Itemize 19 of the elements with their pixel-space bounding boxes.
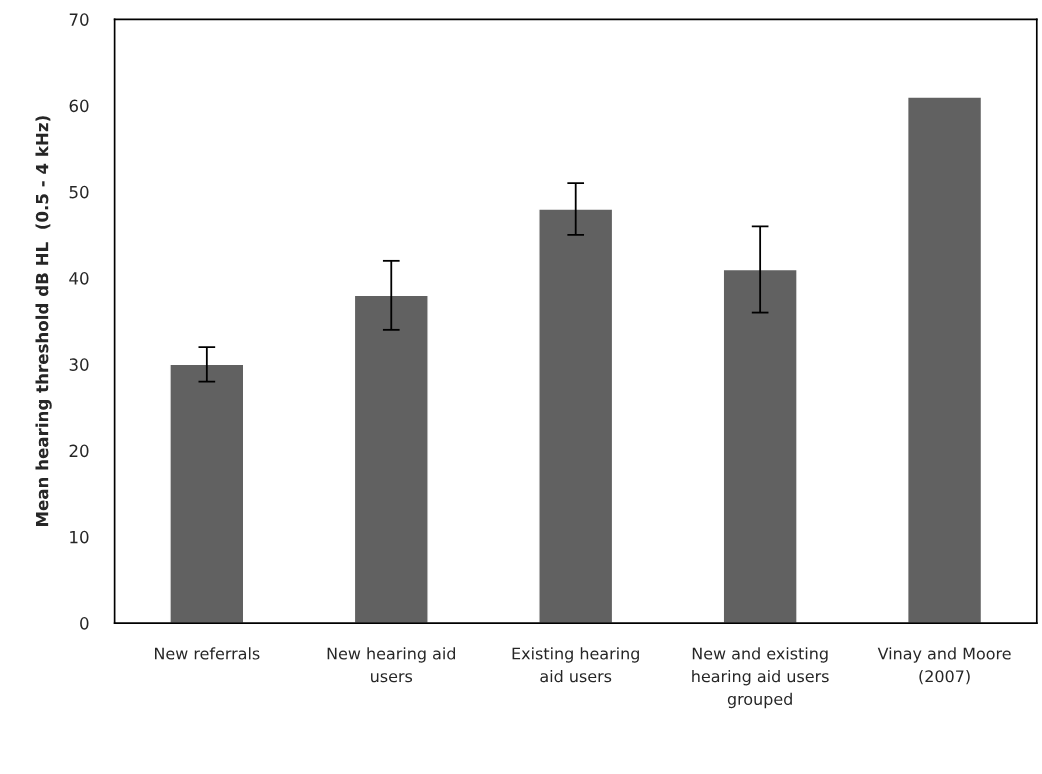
bar — [906, 96, 983, 624]
y-tick-label: 30 — [69, 358, 89, 371]
bar — [169, 363, 245, 624]
x-tick-label: Existing hearing aid users — [512, 647, 639, 683]
x-tick-label: New referrals — [155, 647, 260, 660]
y-tick-label: 70 — [69, 13, 89, 26]
y-tick-label: 20 — [69, 444, 89, 458]
y-tick-label: 0 — [80, 617, 89, 630]
y-tick-label: 40 — [69, 272, 89, 285]
x-tick-label: New hearing aid users — [327, 647, 455, 683]
y-axis-title: Mean hearing threshold dB HL (0.5 - 4 kHz) — [35, 116, 52, 527]
bar — [353, 294, 429, 624]
bar — [538, 208, 614, 624]
x-tick-label: New and existing hearing aid users grouped — [692, 647, 829, 709]
bar — [722, 268, 798, 624]
y-tick-label: 60 — [69, 99, 89, 113]
y-tick-label: 10 — [70, 530, 89, 544]
y-tick-label: 50 — [69, 185, 89, 199]
x-tick-label: Vinay and Moore (2007) — [877, 647, 1011, 685]
